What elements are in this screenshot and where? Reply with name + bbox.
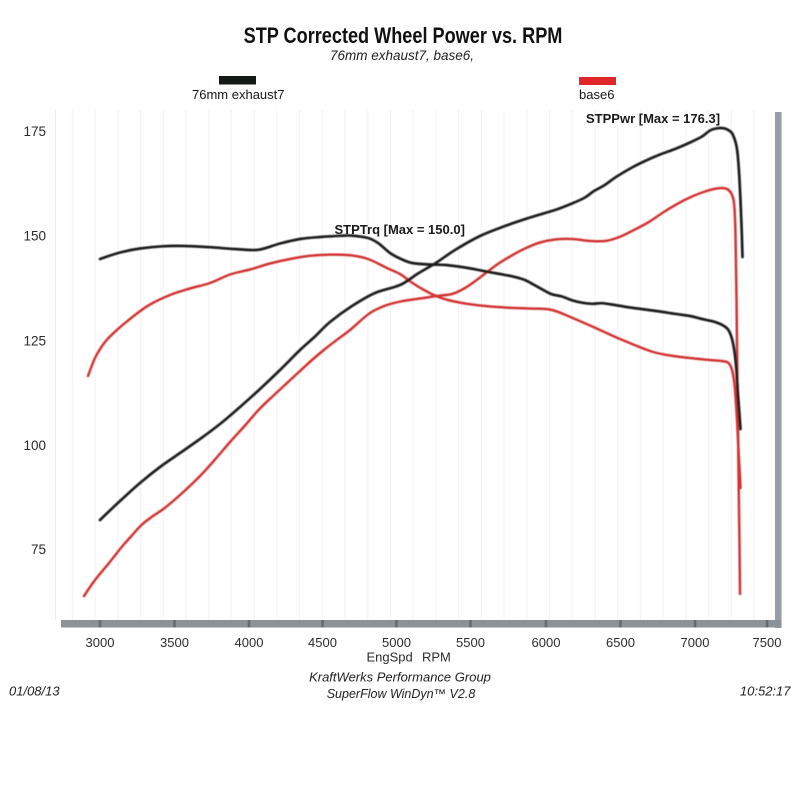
svg-text:STPPwr [Max = 176.3]: STPPwr [Max = 176.3] [586,111,720,126]
svg-text:STP Corrected Wheel Power vs.: STP Corrected Wheel Power vs. RPM [244,24,563,48]
svg-text:3500: 3500 [160,635,189,650]
svg-text:5500: 5500 [456,635,485,650]
svg-text:150: 150 [23,229,46,244]
svg-text:76mm exhaust7: 76mm exhaust7 [192,87,285,102]
svg-text:KraftWerks Performance Group: KraftWerks Performance Group [309,670,491,685]
svg-text:01/08/13: 01/08/13 [9,684,60,699]
svg-text:100: 100 [23,438,46,453]
svg-text:RPM: RPM [422,650,451,665]
svg-text:SuperFlow WinDyn™ V2.8: SuperFlow WinDyn™ V2.8 [327,687,476,701]
svg-text:10:52:17: 10:52:17 [740,684,791,699]
svg-text:STPTrq [Max = 150.0]: STPTrq [Max = 150.0] [335,222,465,237]
svg-text:7500: 7500 [753,635,782,650]
svg-text:76mm exhaust7, base6,: 76mm exhaust7, base6, [330,48,474,63]
svg-text:base6: base6 [579,87,614,102]
svg-text:6000: 6000 [532,635,561,650]
svg-text:7000: 7000 [681,635,710,650]
svg-text:4000: 4000 [235,635,264,650]
svg-text:EngSpd: EngSpd [367,650,413,665]
svg-text:175: 175 [23,124,46,139]
svg-text:75: 75 [31,542,46,557]
svg-text:3000: 3000 [86,635,115,650]
svg-text:5000: 5000 [382,635,411,650]
svg-text:4500: 4500 [308,635,337,650]
svg-text:6500: 6500 [606,635,635,650]
svg-text:125: 125 [23,333,46,348]
